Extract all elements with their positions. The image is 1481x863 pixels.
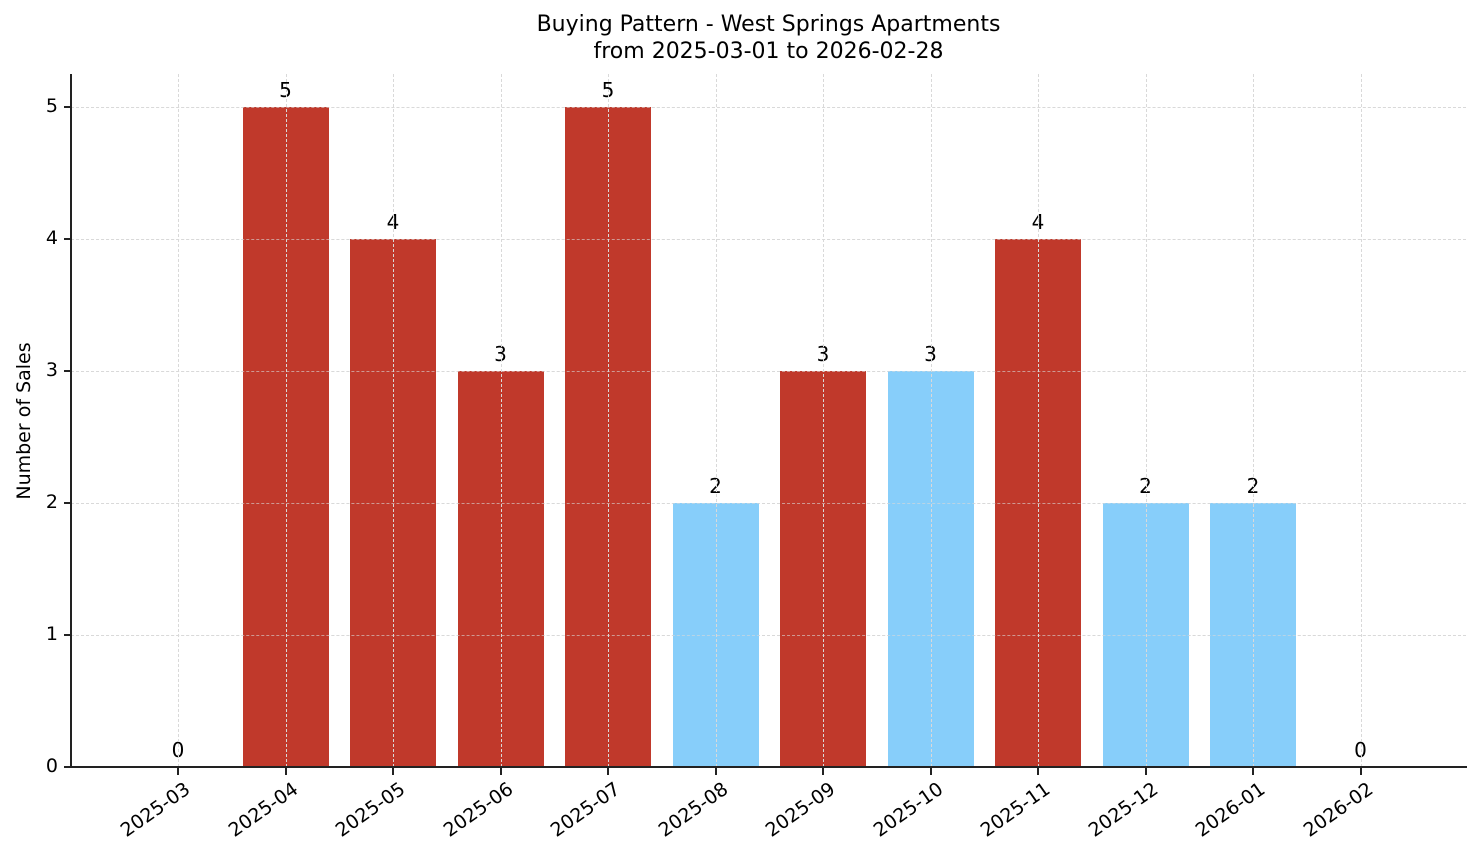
bar-value-label: 4 [1031,210,1045,234]
x-tick-label: 2025-10 [869,777,947,842]
y-tick-label: 2 [45,491,58,513]
x-tick-mark [177,768,179,775]
grid-line-vertical [178,74,179,767]
x-tick-mark [822,768,824,775]
bar-value-label: 4 [386,210,400,234]
bar-value-label: 5 [279,78,292,102]
bar-value-label: 3 [924,342,937,366]
y-tick-label: 1 [45,623,58,645]
x-tick-label: 2025-03 [116,777,195,842]
y-axis-label: Number of Sales [13,342,35,500]
grid-line-vertical [1038,74,1039,767]
grid-line-horizontal [71,239,1466,240]
bar-value-label: 0 [171,738,185,762]
grid-line-vertical [823,74,824,767]
x-tick-label: 2025-11 [976,777,1055,842]
y-tick-mark [64,370,71,372]
y-tick-label: 3 [45,359,58,381]
x-tick-label: 2025-07 [546,777,625,842]
grid-line-vertical [1145,74,1147,767]
x-tick-label: 2026-01 [1191,777,1270,842]
grid-line-horizontal [71,635,1466,636]
y-axis-line [70,74,72,768]
bar-value-label: 3 [494,342,507,366]
x-tick-label: 2026-02 [1299,777,1377,842]
y-tick-mark [64,766,71,768]
bar-value-label: 5 [601,78,615,102]
grid-line-vertical [285,74,287,767]
x-tick-mark [392,768,394,775]
x-tick-mark [607,768,609,775]
y-tick-mark [64,106,71,108]
grid-line-horizontal [71,107,1466,108]
x-tick-mark [714,768,717,775]
bar-value-label: 3 [816,342,830,366]
y-tick-mark [64,238,71,240]
y-tick-label: 0 [45,755,58,777]
x-tick-label: 2025-04 [224,777,302,842]
plot-area: 0 5 4 3 5 2 3 3 4 2 2 0 [71,74,1466,767]
bar-value-label: 0 [1354,738,1367,762]
chart-title: Buying Pattern - West Springs Apartments [536,12,1001,37]
grid-line-vertical [930,74,932,767]
bar-value-label: 2 [709,474,722,498]
bar-value-label: 2 [1139,474,1152,498]
grid-line-vertical [500,74,502,767]
x-tick-mark [1037,768,1039,775]
chart-subtitle: from 2025-03-01 to 2026-02-28 [593,39,944,64]
x-tick-mark [499,768,502,775]
grid-line-horizontal [71,371,1466,372]
grid-line-vertical [608,74,609,767]
x-tick-label: 2025-06 [439,777,517,842]
grid-line-vertical [715,74,717,767]
x-tick-label: 2025-08 [654,777,732,842]
x-tick-mark [1252,768,1254,775]
y-tick-label: 4 [45,227,58,249]
x-tick-mark [284,768,287,775]
grid-line-vertical [1253,74,1254,767]
grid-line-vertical [1360,74,1362,767]
y-tick-mark [64,502,71,504]
x-tick-label: 2025-05 [331,777,410,842]
x-tick-mark [929,768,932,775]
x-tick-mark [1144,768,1147,775]
x-axis-line [70,766,1467,768]
grid-line-horizontal [71,503,1466,504]
x-tick-label: 2025-09 [761,777,840,842]
x-tick-mark [1359,768,1362,775]
x-tick-label: 2025-12 [1084,777,1162,842]
bar-value-label: 2 [1246,474,1260,498]
y-tick-label: 5 [45,95,58,117]
y-tick-mark [64,634,71,636]
grid-line-vertical [393,74,394,767]
